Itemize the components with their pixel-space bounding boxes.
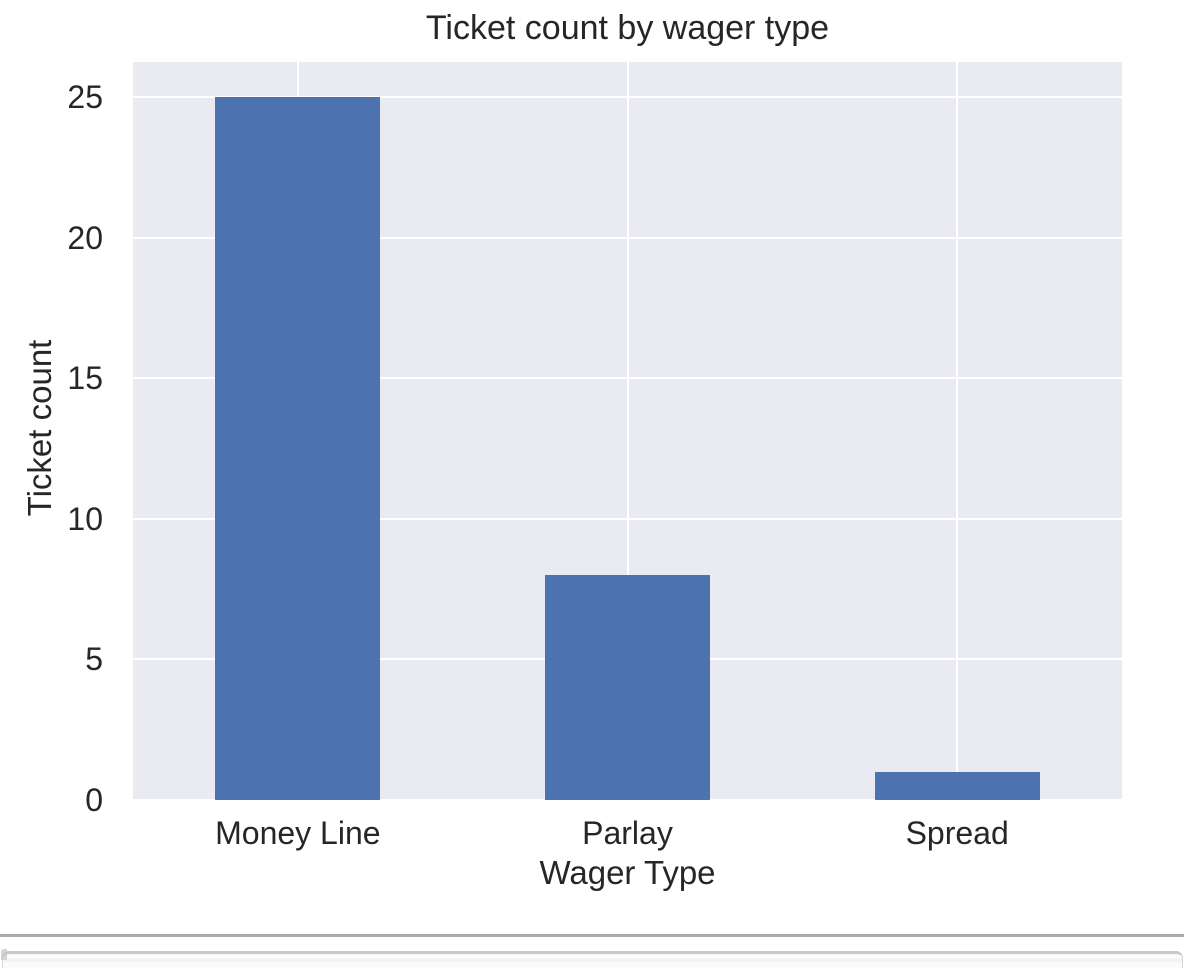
y-tick-label: 20 [67, 219, 103, 256]
gridline-vertical [956, 62, 959, 800]
y-tick-label: 0 [85, 782, 103, 818]
x-tick-label: Money Line [215, 815, 381, 851]
bar-parlay [545, 575, 710, 800]
x-tick-label: Parlay [582, 815, 673, 851]
y-tick-label: 5 [85, 641, 103, 678]
x-tick-label: Spread [905, 815, 1009, 851]
y-tick-label: 25 [67, 79, 103, 116]
plot-area [133, 62, 1122, 801]
bar-spread [874, 771, 1040, 800]
bar-chart-figure: Ticket count by wager type Ticket count … [21, 9, 1122, 891]
partial-bottom-panel-corner [1, 949, 7, 960]
gridline-horizontal [133, 799, 1122, 801]
x-axis-label: Wager Type [539, 854, 716, 891]
chart-title: Ticket count by wager type [425, 9, 830, 47]
y-tick-label: 15 [67, 360, 103, 397]
gridline-vertical [626, 62, 629, 800]
bar-money-line [215, 97, 381, 800]
y-tick-label: 10 [67, 500, 103, 537]
bottom-divider [0, 934, 1184, 937]
